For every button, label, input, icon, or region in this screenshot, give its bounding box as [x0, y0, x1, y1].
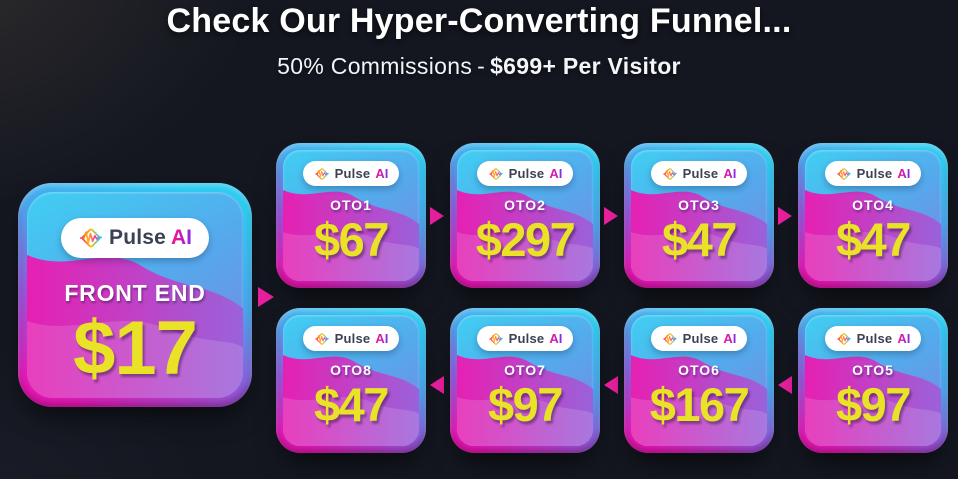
pulse-diamond-icon: [79, 228, 103, 248]
wave-decoration: [631, 190, 767, 281]
arrow-left-icon: [430, 376, 444, 394]
pulse-diamond-icon: [488, 167, 503, 180]
card-front-end-surface: Pulse AI FRONT END $17: [27, 192, 243, 398]
oto-label: OTO5: [852, 362, 894, 378]
wave-decoration: [283, 190, 419, 281]
oto-price: $167: [649, 378, 750, 431]
brand-name-accent: AI: [897, 166, 911, 181]
card-oto1: Pulse AI OTO1 $67: [276, 143, 426, 288]
card-oto2: Pulse AI OTO2 $297: [450, 143, 600, 288]
oto-price: $97: [836, 378, 911, 431]
oto-label: OTO1: [330, 197, 372, 213]
subtitle-commissions: 50% Commissions: [277, 53, 473, 79]
wave-decoration: [457, 190, 593, 281]
brand-name: Pulse: [682, 166, 719, 181]
front-end-price: $17: [73, 306, 198, 391]
wave-decoration: [805, 355, 941, 446]
arrow-left-icon: [778, 376, 792, 394]
arrow-right-icon: [430, 207, 444, 225]
front-end-label: FRONT END: [64, 280, 206, 306]
brand-name: Pulse: [334, 331, 371, 346]
brand-name: Pulse: [334, 166, 371, 181]
wave-decoration: [27, 254, 243, 398]
pulse-ai-logo: Pulse AI: [60, 218, 210, 258]
arrow-right-icon: [258, 287, 274, 307]
card-front-end: Pulse AI FRONT END $17: [18, 183, 252, 407]
oto-price: $67: [314, 213, 389, 266]
pulse-diamond-icon: [836, 332, 851, 345]
pulse-ai-logo: Pulse AI: [824, 161, 922, 186]
subtitle-per-visitor: $699+ Per Visitor: [490, 53, 681, 79]
brand-name: Pulse: [108, 226, 167, 249]
pulse-ai-logo: Pulse AI: [476, 161, 574, 186]
arrow-right-icon: [778, 207, 792, 225]
pulse-ai-logo: Pulse AI: [650, 161, 748, 186]
pulse-ai-logo: Pulse AI: [302, 326, 400, 351]
arrow-right-icon: [604, 207, 618, 225]
brand-name-accent: AI: [375, 166, 389, 181]
brand-name: Pulse: [508, 166, 545, 181]
brand-name: Pulse: [856, 331, 893, 346]
oto-label: OTO8: [330, 362, 372, 378]
brand-name-accent: AI: [549, 166, 563, 181]
pulse-diamond-icon: [662, 167, 677, 180]
brand-name-accent: AI: [375, 331, 389, 346]
oto-price: $47: [662, 213, 737, 266]
brand-name: Pulse: [682, 331, 719, 346]
oto-label: OTO3: [678, 197, 720, 213]
subtitle-separator: -: [477, 53, 486, 79]
card-oto7: Pulse AI OTO7 $97: [450, 308, 600, 453]
wave-decoration: [283, 355, 419, 446]
oto-price: $97: [488, 378, 563, 431]
pulse-ai-logo: Pulse AI: [650, 326, 748, 351]
pulse-ai-logo: Pulse AI: [476, 326, 574, 351]
brand-name-accent: AI: [723, 331, 737, 346]
brand-name: Pulse: [508, 331, 545, 346]
pulse-diamond-icon: [662, 332, 677, 345]
brand-name-accent: AI: [549, 331, 563, 346]
brand-name: Pulse: [856, 166, 893, 181]
pulse-ai-logo: Pulse AI: [302, 161, 400, 186]
pulse-ai-logo: Pulse AI: [824, 326, 922, 351]
page-title: Check Our Hyper-Converting Funnel...: [166, 2, 792, 40]
arrow-left-icon: [604, 376, 618, 394]
wave-decoration: [805, 190, 941, 281]
pulse-diamond-icon: [836, 167, 851, 180]
oto-label: OTO4: [852, 197, 894, 213]
oto-label: OTO7: [504, 362, 546, 378]
pulse-diamond-icon: [488, 332, 503, 345]
brand-name-accent: AI: [897, 331, 911, 346]
pulse-diamond-icon: [314, 332, 329, 345]
brand-name-accent: AI: [171, 226, 193, 249]
brand-name-accent: AI: [723, 166, 737, 181]
card-oto8: Pulse AI OTO8 $47: [276, 308, 426, 453]
card-oto3: Pulse AI OTO3 $47: [624, 143, 774, 288]
wave-decoration: [631, 355, 767, 446]
oto-price: $47: [836, 213, 911, 266]
oto-label: OTO6: [678, 362, 720, 378]
oto-price: $47: [314, 378, 389, 431]
wave-decoration: [457, 355, 593, 446]
oto-label: OTO2: [504, 197, 546, 213]
card-oto5: Pulse AI OTO5 $97: [798, 308, 948, 453]
commissions-subtitle: 50% Commissions - $699+ Per Visitor: [0, 53, 958, 80]
oto-price: $297: [475, 213, 576, 266]
card-oto4: Pulse AI OTO4 $47: [798, 143, 948, 288]
card-oto6: Pulse AI OTO6 $167: [624, 308, 774, 453]
pulse-diamond-icon: [314, 167, 329, 180]
